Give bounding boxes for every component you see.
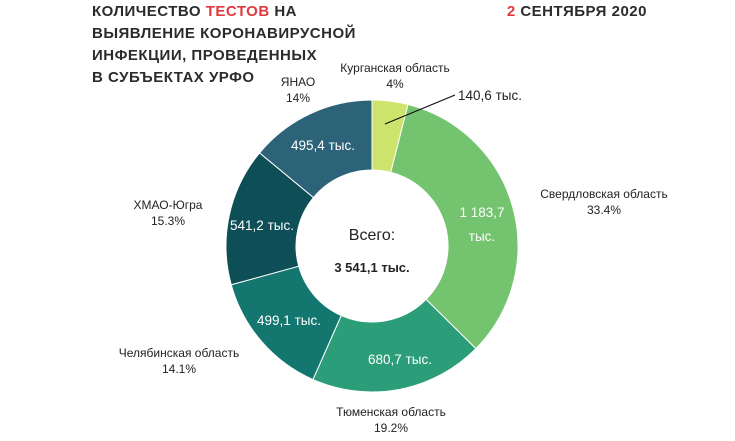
percent-label: 14% xyxy=(286,91,310,105)
total-label: Всего: xyxy=(349,227,395,244)
percent-label: 14.1% xyxy=(162,362,196,376)
value-label: 495,4 тыс. xyxy=(291,138,355,153)
value-label-line: 1 183,7 xyxy=(459,205,504,220)
date-rest: СЕНТЯБРЯ 2020 xyxy=(520,3,647,20)
percent-label: 4% xyxy=(386,77,404,91)
title-part: НА xyxy=(274,3,297,20)
slice xyxy=(390,103,519,350)
title-line: В СУБЪЕКТАХ УРФО xyxy=(92,69,255,86)
percent-label: 33.4% xyxy=(587,203,621,217)
percent-label: 15.3% xyxy=(151,214,185,228)
slice xyxy=(312,298,477,393)
date-day: 2 xyxy=(507,3,516,20)
leader-line xyxy=(384,94,456,125)
category-label: ХМАО-Югра xyxy=(134,198,203,212)
title-line: КОЛИЧЕСТВО ТЕСТОВ НА xyxy=(92,3,297,20)
value-label: 499,1 тыс. xyxy=(257,313,321,328)
title-line: ИНФЕКЦИИ, ПРОВЕДЕННЫХ xyxy=(92,47,317,64)
value-label: 140,6 тыс. xyxy=(458,88,522,103)
value-label: 1 183,7 тыс. xyxy=(459,205,504,244)
category-label: Челябинская область xyxy=(119,346,239,360)
title-line: ВЫЯВЛЕНИЕ КОРОНАВИРУСНОЙ xyxy=(92,24,356,42)
category-label: Свердловская область xyxy=(540,187,667,201)
title-highlight: ТЕСТОВ xyxy=(206,3,270,20)
category-label: Курганская область xyxy=(340,61,449,75)
value-label-line: тыс. xyxy=(469,229,495,244)
total-value: 3 541,1 тыс. xyxy=(334,260,409,275)
donut xyxy=(225,99,519,393)
value-label: 541,2 тыс. xyxy=(230,218,294,233)
date: 2 СЕНТЯБРЯ 2020 xyxy=(507,3,647,20)
value-label: 680,7 тыс. xyxy=(368,352,432,367)
percent-label: 19.2% xyxy=(374,421,408,435)
slice xyxy=(258,99,373,199)
category-label: ЯНАО xyxy=(281,75,315,89)
category-label: Тюменская область xyxy=(336,405,446,419)
title-part: КОЛИЧЕСТВО xyxy=(92,3,201,20)
chart-title: КОЛИЧЕСТВО ТЕСТОВ НА ВЫЯВЛЕНИЕ КОРОНАВИР… xyxy=(92,3,356,86)
